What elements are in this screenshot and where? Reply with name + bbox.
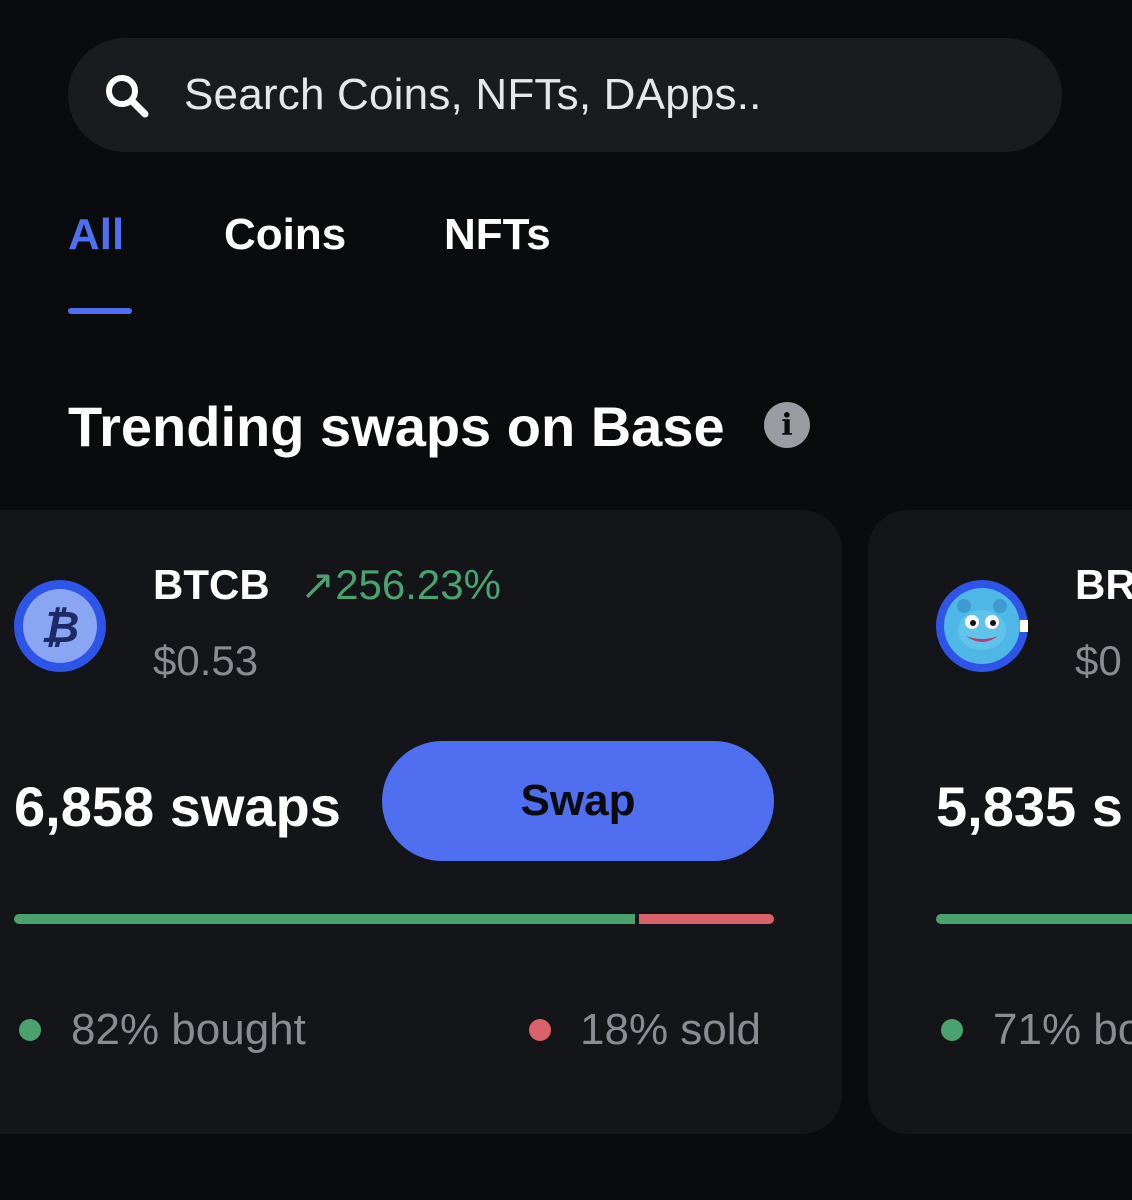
frog-avatar-icon <box>936 580 1028 672</box>
coin-price: $0 <box>1075 637 1122 684</box>
swap-button[interactable]: Swap <box>382 741 774 861</box>
swaps-count: 6,858 swaps <box>14 775 341 838</box>
bought-label: 71% bo <box>993 1005 1132 1054</box>
bought-bar <box>936 914 1132 924</box>
svg-text:₿: ₿ <box>41 602 80 653</box>
tab-nfts[interactable]: NFTs <box>444 210 551 259</box>
tab-coins[interactable]: Coins <box>224 210 347 259</box>
price-change: ↗256.23% <box>300 561 501 608</box>
search-placeholder: Search Coins, NFTs, DApps.. <box>184 70 762 119</box>
info-icon[interactable]: i <box>764 402 810 448</box>
sold-bar <box>639 914 774 924</box>
bought-bar <box>14 914 635 924</box>
bought-dot <box>19 1019 41 1041</box>
trending-card[interactable]: BR $0 5,835 s 71% bo <box>868 510 1132 1134</box>
buy-sell-bar <box>14 914 774 924</box>
section-title: Trending swaps on Base <box>68 395 725 458</box>
coin-symbol: BR <box>1075 561 1132 608</box>
sold-label: 18% sold <box>580 1005 762 1054</box>
bought-label: 82% bought <box>71 1005 306 1054</box>
active-tab-indicator <box>68 308 132 314</box>
bought-dot <box>941 1019 963 1041</box>
sold-dot <box>529 1019 551 1041</box>
search-icon <box>106 75 149 118</box>
swaps-count: 5,835 s <box>936 775 1123 838</box>
coin-symbol: BTCB <box>153 561 270 608</box>
trending-card[interactable]: ₿ BTCB ↗256.23% $0.53 6,858 swaps Swap 8… <box>0 510 842 1134</box>
tab-all[interactable]: All <box>68 210 125 259</box>
buy-sell-bar <box>936 914 1132 924</box>
bitcoin-icon: ₿ <box>14 580 106 672</box>
search-input[interactable]: Search Coins, NFTs, DApps.. <box>68 38 1062 152</box>
coin-price: $0.53 <box>153 637 259 684</box>
